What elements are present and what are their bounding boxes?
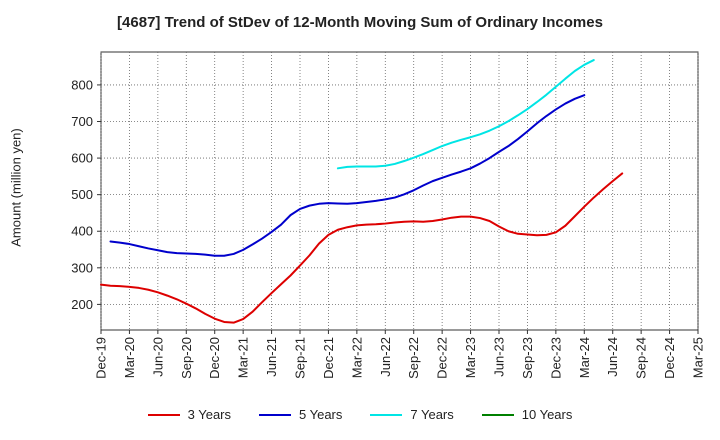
y-tick-label: 600 xyxy=(71,151,93,166)
y-tick-label: 400 xyxy=(71,224,93,239)
x-tick-label: Mar-20 xyxy=(122,337,137,378)
y-tick-label: 200 xyxy=(71,297,93,312)
x-tick-label: Mar-22 xyxy=(349,337,364,378)
x-tick-label: Jun-22 xyxy=(378,337,393,377)
x-tick-label: Mar-25 xyxy=(691,337,706,378)
legend-label: 5 Years xyxy=(299,407,343,422)
legend-item: 3 Years xyxy=(147,407,231,422)
series-line-3-years xyxy=(100,172,624,324)
x-tick-label: Mar-23 xyxy=(463,337,478,378)
x-tick-label: Dec-19 xyxy=(94,337,109,379)
legend-swatch xyxy=(481,413,514,416)
y-tick-label: 300 xyxy=(71,260,93,275)
y-tick-labels: 200 300 400 500 600 700 800 xyxy=(71,77,101,312)
y-tick-label: 800 xyxy=(71,77,93,92)
x-tick-label: Mar-24 xyxy=(577,337,592,378)
x-tick-label: Sep-21 xyxy=(293,337,308,379)
legend: 3 Years 5 Years 7 Years 10 Years xyxy=(0,407,720,422)
grid-lines xyxy=(100,52,699,330)
x-tick-label: Sep-24 xyxy=(634,337,649,379)
chart-title: [4687] Trend of StDev of 12-Month Moving… xyxy=(117,14,603,31)
x-tick-label: Sep-22 xyxy=(406,337,421,379)
x-tick-label: Jun-21 xyxy=(264,337,279,377)
legend-item: 5 Years xyxy=(259,407,342,422)
legend-item: 10 Years xyxy=(481,407,573,422)
series-lines xyxy=(100,59,624,324)
plot-area xyxy=(100,51,699,331)
legend-label: 3 Years xyxy=(187,407,231,422)
x-tick-label: Dec-23 xyxy=(548,337,563,379)
legend-swatch xyxy=(259,413,291,416)
series-line-5-years xyxy=(109,94,586,257)
legend-swatch xyxy=(147,413,180,416)
x-tick-label: Sep-20 xyxy=(179,337,194,379)
x-tick-label: Jun-24 xyxy=(605,337,620,377)
series-line-7-years xyxy=(336,59,595,170)
x-tick-label: Sep-23 xyxy=(520,337,535,379)
x-tick-label: Dec-20 xyxy=(207,337,222,379)
x-tick-label: Jun-23 xyxy=(492,337,507,377)
legend-label: 10 Years xyxy=(521,407,573,422)
x-tick-label: Dec-24 xyxy=(662,337,677,379)
y-tick-label: 700 xyxy=(71,114,93,129)
x-tick-label: Dec-21 xyxy=(321,337,336,379)
x-tick-labels: Dec-19 Mar-20 Jun-20 Sep-20 Dec-20 Mar-21 Jun-… xyxy=(94,330,706,379)
x-tick-label: Dec-22 xyxy=(435,337,450,379)
legend-swatch xyxy=(370,413,403,416)
legend-label: 7 Years xyxy=(410,407,454,422)
x-tick-label: Jun-20 xyxy=(150,337,165,377)
y-tick-label: 500 xyxy=(71,187,93,202)
x-tick-label: Mar-21 xyxy=(236,337,251,378)
legend-item: 7 Years xyxy=(370,407,454,422)
